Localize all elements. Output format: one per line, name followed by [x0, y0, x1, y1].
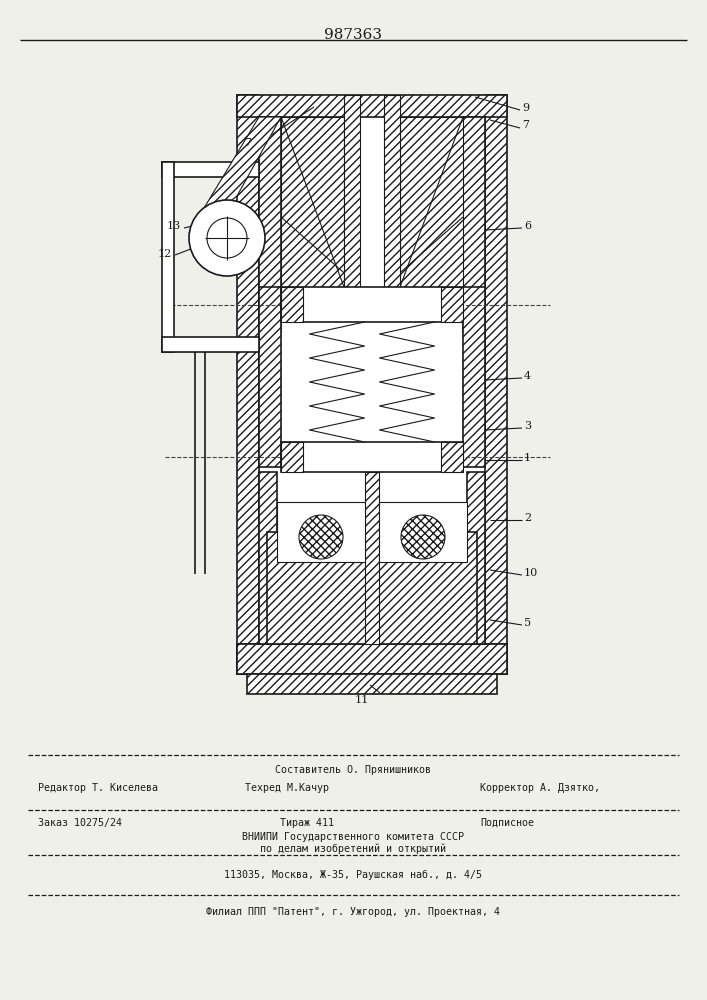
Text: 12: 12 [158, 249, 173, 259]
Bar [485, 95, 507, 674]
Bar [365, 472, 379, 644]
Text: 113035, Москва, Ж-35, Раушская наб., д. 4/5: 113035, Москва, Ж-35, Раушская наб., д. … [224, 870, 482, 880]
Text: 7: 7 [522, 120, 529, 130]
Text: 3: 3 [524, 421, 531, 431]
Text: 10: 10 [524, 568, 538, 578]
Bar [281, 287, 303, 322]
Text: Тираж 411: Тираж 411 [280, 818, 334, 828]
Text: Составитель О. Прянишников: Составитель О. Прянишников [275, 765, 431, 775]
Bar [441, 442, 463, 472]
Bar [259, 117, 281, 332]
Bar [237, 644, 507, 674]
Text: 2: 2 [524, 513, 531, 523]
Ellipse shape [299, 515, 343, 559]
Text: 1: 1 [524, 453, 531, 463]
Text: Корректор А. Дзятко,: Корректор А. Дзятко, [480, 783, 600, 793]
Text: 7: 7 [244, 138, 251, 148]
Polygon shape [400, 117, 463, 287]
Bar [467, 472, 485, 644]
Text: по делам изобретений и открытий: по делам изобретений и открытий [260, 844, 446, 854]
Text: 13: 13 [167, 221, 181, 231]
Text: Подписное: Подписное [480, 818, 534, 828]
Text: Редактор Т. Киселева: Редактор Т. Киселева [38, 783, 158, 793]
Bar [277, 502, 365, 562]
Bar [281, 287, 463, 322]
Bar [247, 674, 497, 694]
Bar [237, 95, 259, 674]
Text: 5: 5 [524, 618, 531, 628]
Text: 9: 9 [522, 103, 529, 113]
Text: Заказ 10275/24: Заказ 10275/24 [38, 818, 122, 828]
Bar [162, 337, 259, 352]
Bar [463, 287, 485, 467]
Text: 6: 6 [524, 221, 531, 231]
Bar [237, 95, 507, 117]
Text: Техред М.Качур: Техред М.Качур [245, 783, 329, 793]
Polygon shape [189, 117, 281, 233]
Bar [281, 442, 463, 472]
Text: 987363: 987363 [324, 28, 382, 42]
Bar [277, 472, 467, 644]
Bar [384, 95, 400, 310]
Text: ВНИИПИ Государственного комитета СССР: ВНИИПИ Государственного комитета СССР [242, 832, 464, 842]
Bar [259, 287, 281, 467]
Bar [281, 442, 303, 472]
Bar [162, 162, 174, 352]
Ellipse shape [401, 515, 445, 559]
Bar [344, 95, 360, 310]
Polygon shape [281, 117, 344, 287]
Bar [267, 532, 477, 644]
Text: 11: 11 [355, 695, 369, 705]
Text: 4: 4 [524, 371, 531, 381]
Circle shape [189, 200, 265, 276]
Bar [259, 472, 277, 644]
Text: Филиал ППП "Патент", г. Ужгород, ул. Проектная, 4: Филиал ППП "Патент", г. Ужгород, ул. Про… [206, 907, 500, 917]
Bar [237, 644, 507, 674]
Bar [441, 287, 463, 322]
Bar [162, 162, 259, 177]
Circle shape [207, 218, 247, 258]
Bar [463, 117, 485, 332]
Bar [379, 502, 467, 562]
Bar [259, 117, 485, 644]
